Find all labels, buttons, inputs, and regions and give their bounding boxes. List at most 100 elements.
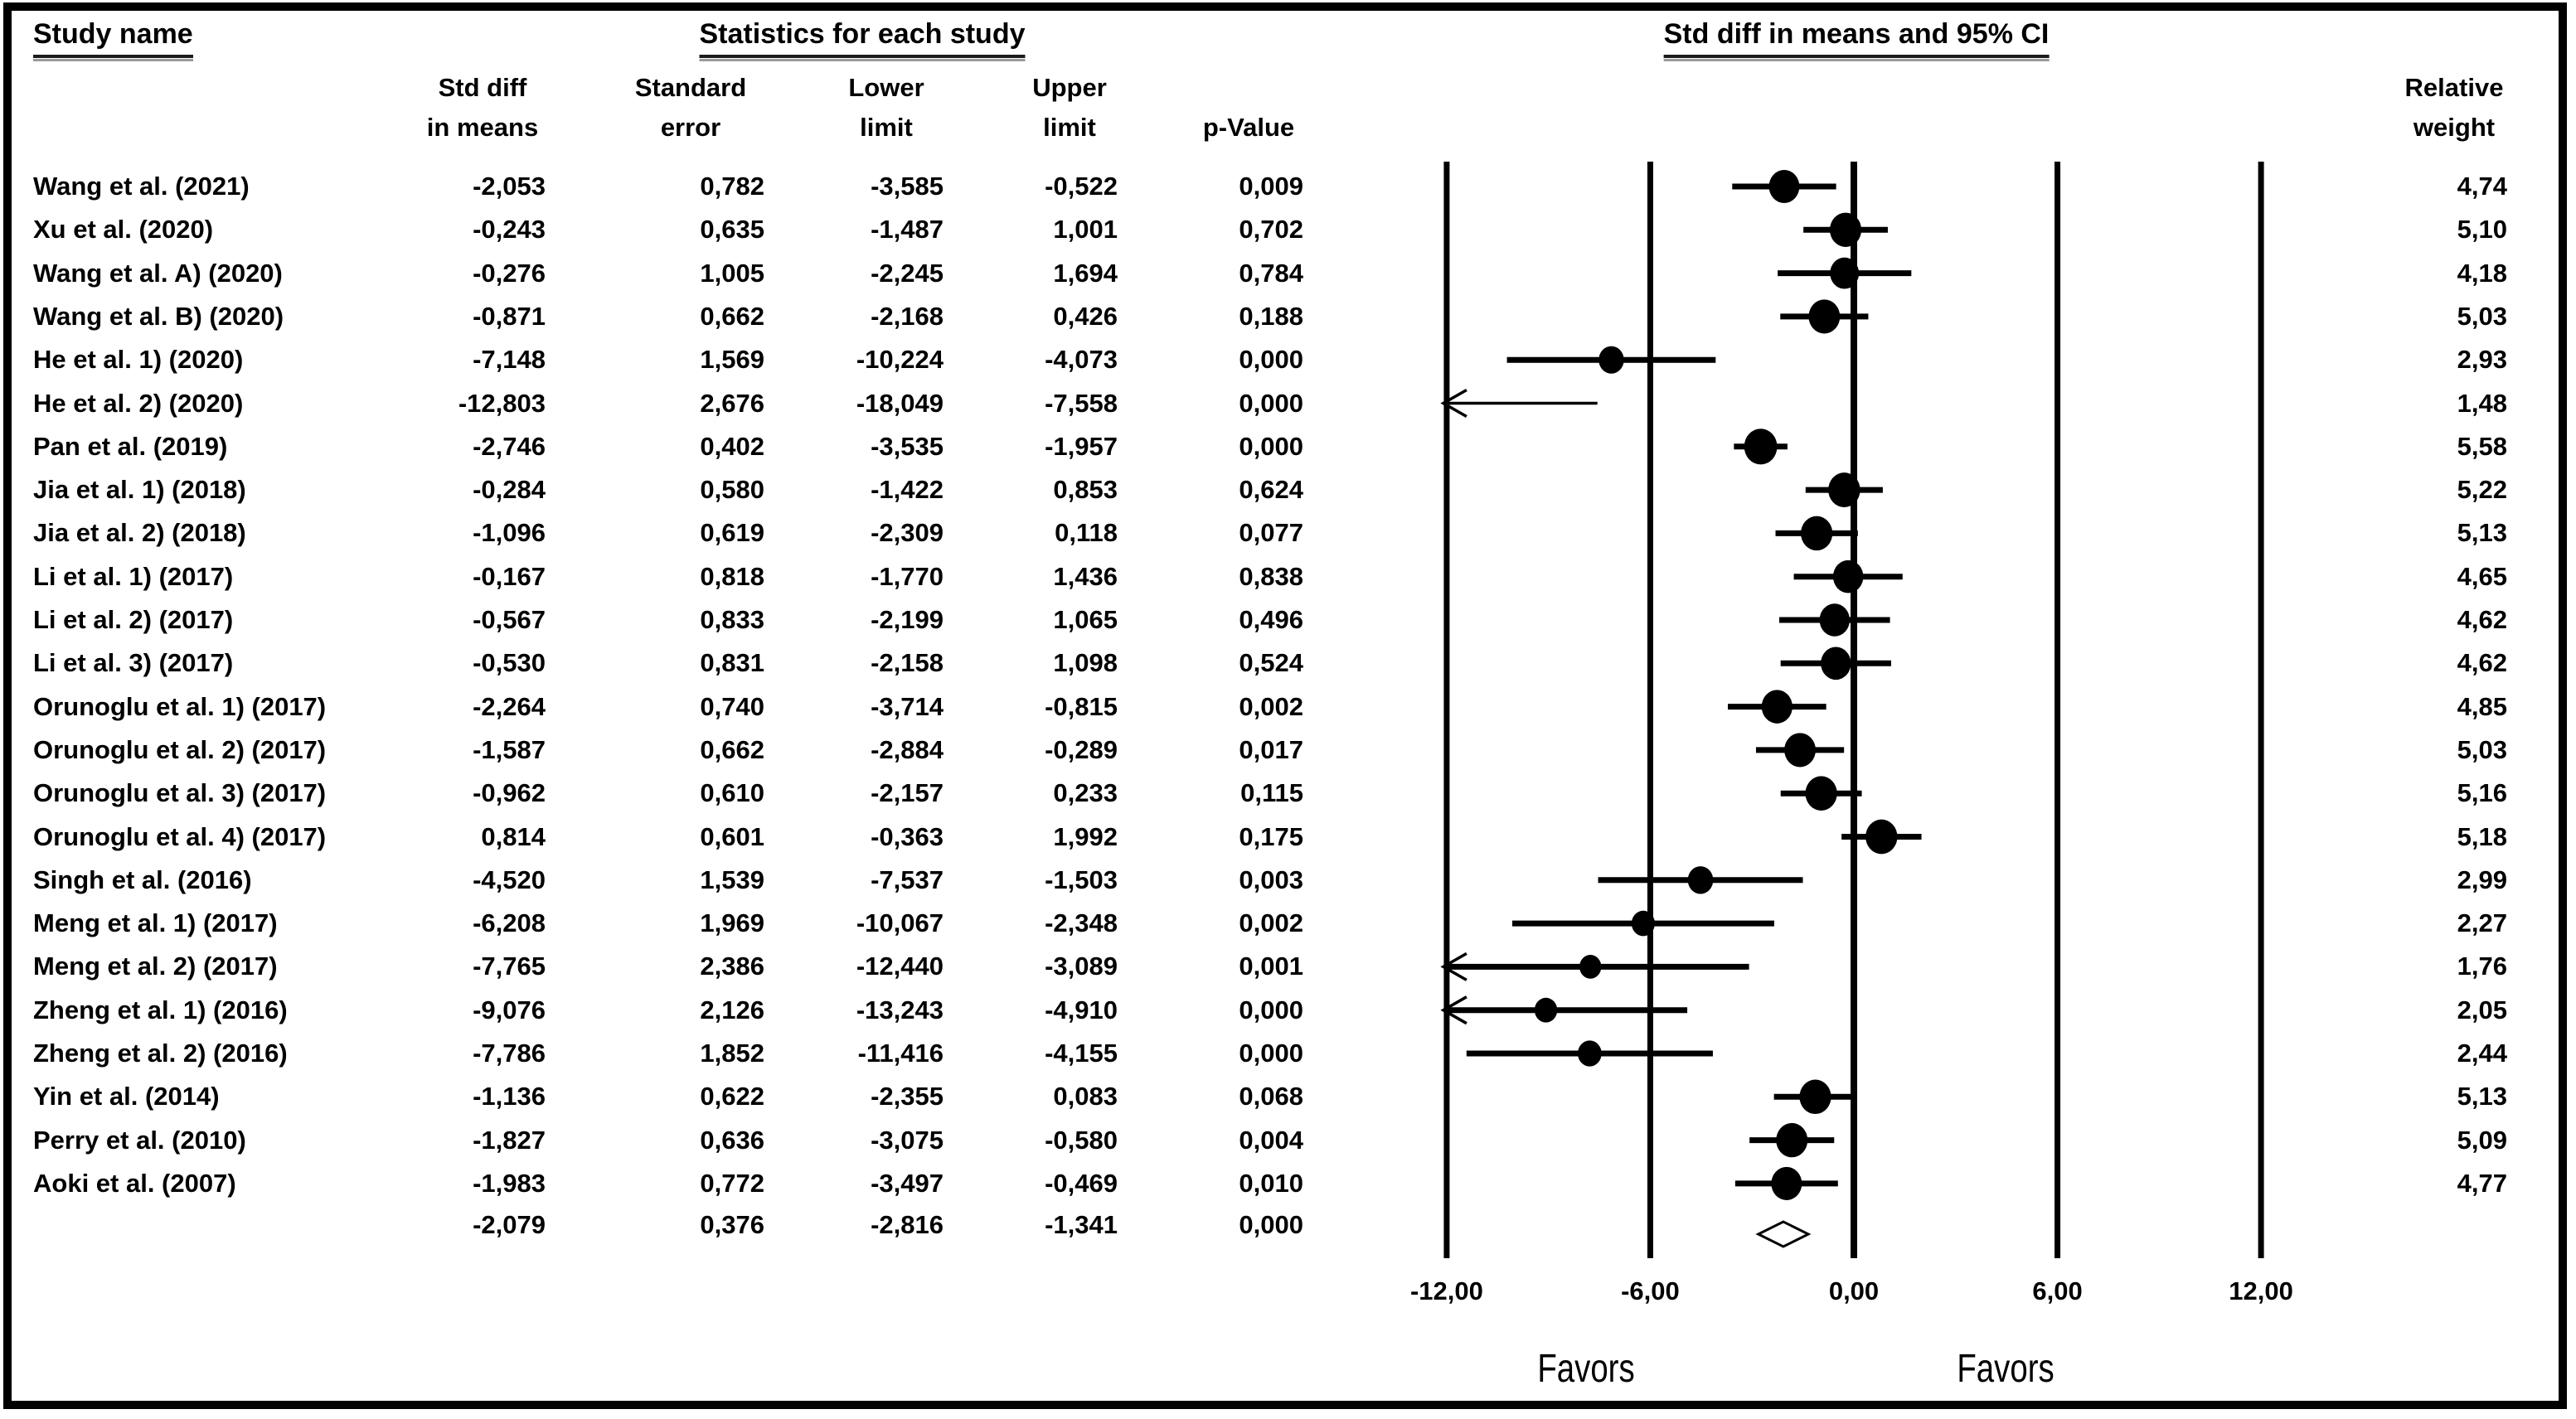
std-error-cell: 1,969	[700, 908, 764, 938]
study-row: Li et al. 3) (2017) -0,530 0,831 -2,158 1,09…	[0, 645, 2576, 681]
std-diff-cell: -0,567	[473, 605, 546, 634]
point-estimate-marker	[1598, 346, 1624, 374]
relative-weight-cell: 5,03	[2457, 734, 2507, 764]
upper-limit-cell: 0,233	[1053, 778, 1118, 808]
upper-limit-cell: -1,957	[1045, 431, 1118, 461]
p-value-cell: 0,004	[1239, 1125, 1303, 1155]
study-row: Zheng et al. 1) (2016) -9,076 2,126 -13,243…	[0, 992, 2576, 1029]
p-value-cell: 0,000	[1239, 345, 1303, 375]
lower-limit-cell: -2,245	[871, 258, 944, 288]
lower-limit-cell: -3,535	[871, 431, 944, 461]
favors-left-label: Favors	[1537, 1347, 1635, 1391]
lower-limit-cell: -3,714	[871, 691, 944, 721]
point-estimate-marker	[1744, 429, 1778, 465]
relative-weight-cell: 2,05	[2457, 995, 2507, 1024]
study-name-cell: Meng et al. 1) (2017)	[33, 908, 278, 938]
study-row: Xu et al. (2020) -0,243 0,635 -1,487 1,001 0,…	[0, 211, 2576, 248]
study-row: He et al. 2) (2020) -12,803 2,676 -18,049 -7…	[0, 385, 2576, 422]
study-row: Zheng et al. 2) (2016) -7,786 1,852 -11,416…	[0, 1035, 2576, 1072]
lower-limit-cell: -11,416	[857, 1039, 944, 1068]
point-estimate-marker	[1819, 603, 1850, 637]
upper-limit-cell: 0,118	[1055, 518, 1118, 548]
p-value-cell: 0,002	[1239, 691, 1303, 721]
p-value-cell: 0,496	[1239, 605, 1303, 634]
study-row: Jia et al. 2) (2018) -1,096 0,619 -2,309 0,1…	[0, 515, 2576, 551]
relative-weight-cell: 1,48	[2457, 388, 2507, 418]
std-diff-cell: -7,148	[473, 345, 546, 375]
study-name-cell: Pan et al. (2019)	[33, 431, 228, 461]
upper-limit-cell: 1,001	[1053, 215, 1118, 245]
upper-limit-cell: 1,065	[1053, 605, 1118, 634]
col-header-p-value: p-Value	[1202, 113, 1295, 142]
point-estimate-marker	[1805, 776, 1837, 811]
std-error-cell: 0,376	[700, 1210, 764, 1239]
col-header-upper-2: limit	[1043, 113, 1096, 142]
p-value-cell: 0,188	[1239, 301, 1303, 331]
upper-limit-cell: -1,341	[1045, 1210, 1118, 1239]
study-row: Wang et al. (2021) -2,053 0,782 -3,585 -0,52…	[0, 168, 2576, 205]
relative-weight-cell: 4,74	[2457, 172, 2507, 201]
std-error-cell: 1,852	[700, 1039, 764, 1068]
point-estimate-marker	[1687, 866, 1714, 894]
p-value-cell: 0,010	[1239, 1168, 1303, 1198]
p-value-cell: 0,000	[1239, 1039, 1303, 1068]
std-diff-cell: -1,096	[473, 518, 546, 548]
study-name-cell: Perry et al. (2010)	[33, 1125, 246, 1155]
point-estimate-marker	[1771, 1166, 1802, 1200]
point-estimate-marker	[1631, 910, 1656, 937]
study-name-cell: Orunoglu et al. 4) (2017)	[33, 821, 327, 851]
std-error-cell: 0,580	[700, 475, 764, 505]
relative-weight-cell: 5,13	[2457, 1082, 2507, 1111]
std-diff-cell: 0,814	[481, 821, 546, 851]
relative-weight-cell: 2,27	[2457, 908, 2507, 938]
study-name-cell: Wang et al. A) (2020)	[33, 258, 283, 288]
p-value-cell: 0,624	[1239, 475, 1303, 505]
std-diff-cell: -0,284	[473, 475, 546, 505]
std-diff-cell: -9,076	[473, 995, 546, 1024]
std-error-cell: 0,818	[700, 561, 764, 591]
col-header-upper-1: Upper	[1032, 73, 1107, 102]
study-name-cell: Aoki et al. (2007)	[33, 1168, 236, 1198]
point-estimate-marker	[1808, 299, 1841, 334]
relative-weight-cell: 5,10	[2457, 215, 2507, 245]
std-error-cell: 0,622	[700, 1082, 764, 1111]
study-row: Wang et al. A) (2020) -0,276 1,005 -2,245 1,…	[0, 255, 2576, 292]
study-row: Jia et al. 1) (2018) -0,284 0,580 -1,422 0,8…	[0, 472, 2576, 508]
axis-tick-label: 0,00	[1828, 1276, 1880, 1305]
col-header-lower-2: limit	[860, 113, 913, 142]
col-header-weight-2: weight	[2413, 113, 2496, 142]
lower-limit-cell: -2,158	[871, 648, 944, 678]
lower-limit-cell: -2,168	[871, 301, 944, 331]
point-estimate-marker	[1821, 647, 1851, 680]
std-diff-cell: -0,530	[473, 648, 546, 678]
p-value-cell: 0,068	[1239, 1082, 1303, 1111]
std-error-cell: 0,635	[700, 215, 764, 245]
std-error-cell: 0,610	[700, 778, 764, 808]
upper-limit-cell: 0,853	[1053, 475, 1118, 505]
upper-limit-cell: -0,522	[1045, 172, 1118, 201]
lower-limit-cell: -2,157	[871, 778, 944, 808]
study-name-cell: Jia et al. 2) (2018)	[33, 518, 246, 548]
upper-limit-cell: -7,558	[1045, 388, 1118, 418]
p-value-cell: 0,702	[1239, 215, 1303, 245]
p-value-cell: 0,077	[1239, 518, 1303, 548]
p-value-cell: 0,002	[1239, 908, 1303, 938]
lower-limit-cell: -7,537	[871, 864, 944, 894]
std-diff-cell: -0,167	[473, 561, 546, 591]
study-name-cell: Yin et al. (2014)	[33, 1082, 220, 1111]
relative-weight-cell: 5,13	[2457, 518, 2507, 548]
study-name-cell: Zheng et al. 2) (2016)	[33, 1039, 288, 1068]
std-diff-cell: -2,746	[473, 431, 546, 461]
lower-limit-cell: -1,422	[871, 475, 944, 505]
upper-limit-cell: 0,083	[1053, 1082, 1118, 1111]
upper-limit-cell: -0,289	[1045, 734, 1118, 764]
point-estimate-marker	[1832, 559, 1864, 593]
std-error-cell: 0,833	[700, 605, 764, 634]
std-diff-cell: -7,786	[473, 1039, 546, 1068]
lower-limit-cell: -3,585	[871, 172, 944, 201]
p-value-cell: 0,017	[1239, 734, 1303, 764]
std-diff-cell: -12,803	[458, 388, 546, 418]
study-name-cell: Jia et al. 1) (2018)	[33, 475, 246, 505]
clipped-ci-arrow	[1440, 995, 1467, 1025]
p-value-cell: 0,115	[1240, 778, 1303, 808]
